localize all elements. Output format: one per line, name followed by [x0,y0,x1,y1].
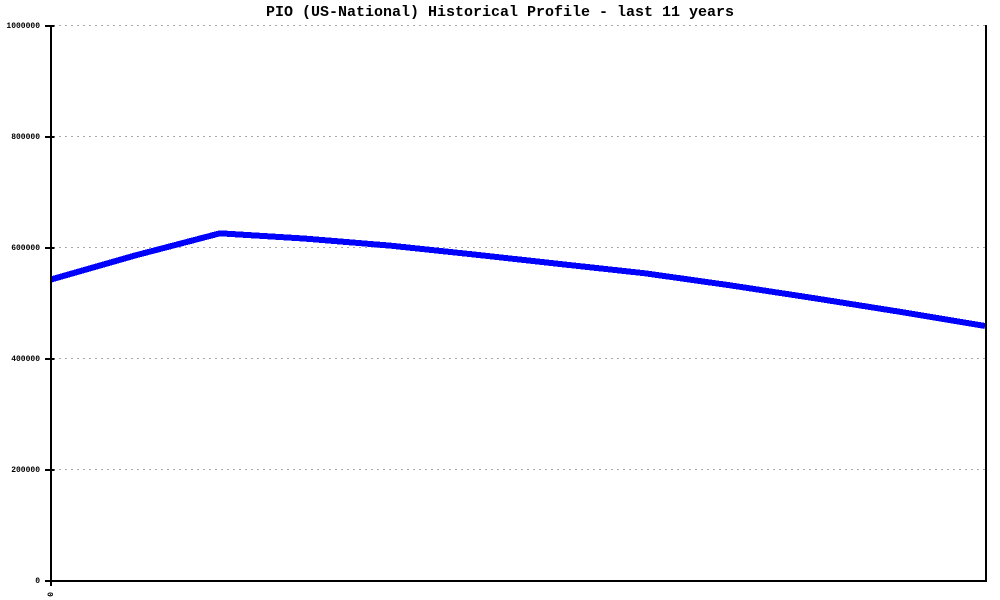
svg-text:800000: 800000 [11,133,40,142]
svg-text:600000: 600000 [11,244,40,253]
svg-text:200000: 200000 [11,466,40,475]
svg-text:400000: 400000 [11,355,40,364]
svg-text:0: 0 [35,577,40,586]
svg-text:1000000: 1000000 [6,22,40,31]
svg-text:PIO (US-National) Historical P: PIO (US-National) Historical Profile - l… [266,4,734,21]
svg-text:0: 0 [45,592,54,597]
